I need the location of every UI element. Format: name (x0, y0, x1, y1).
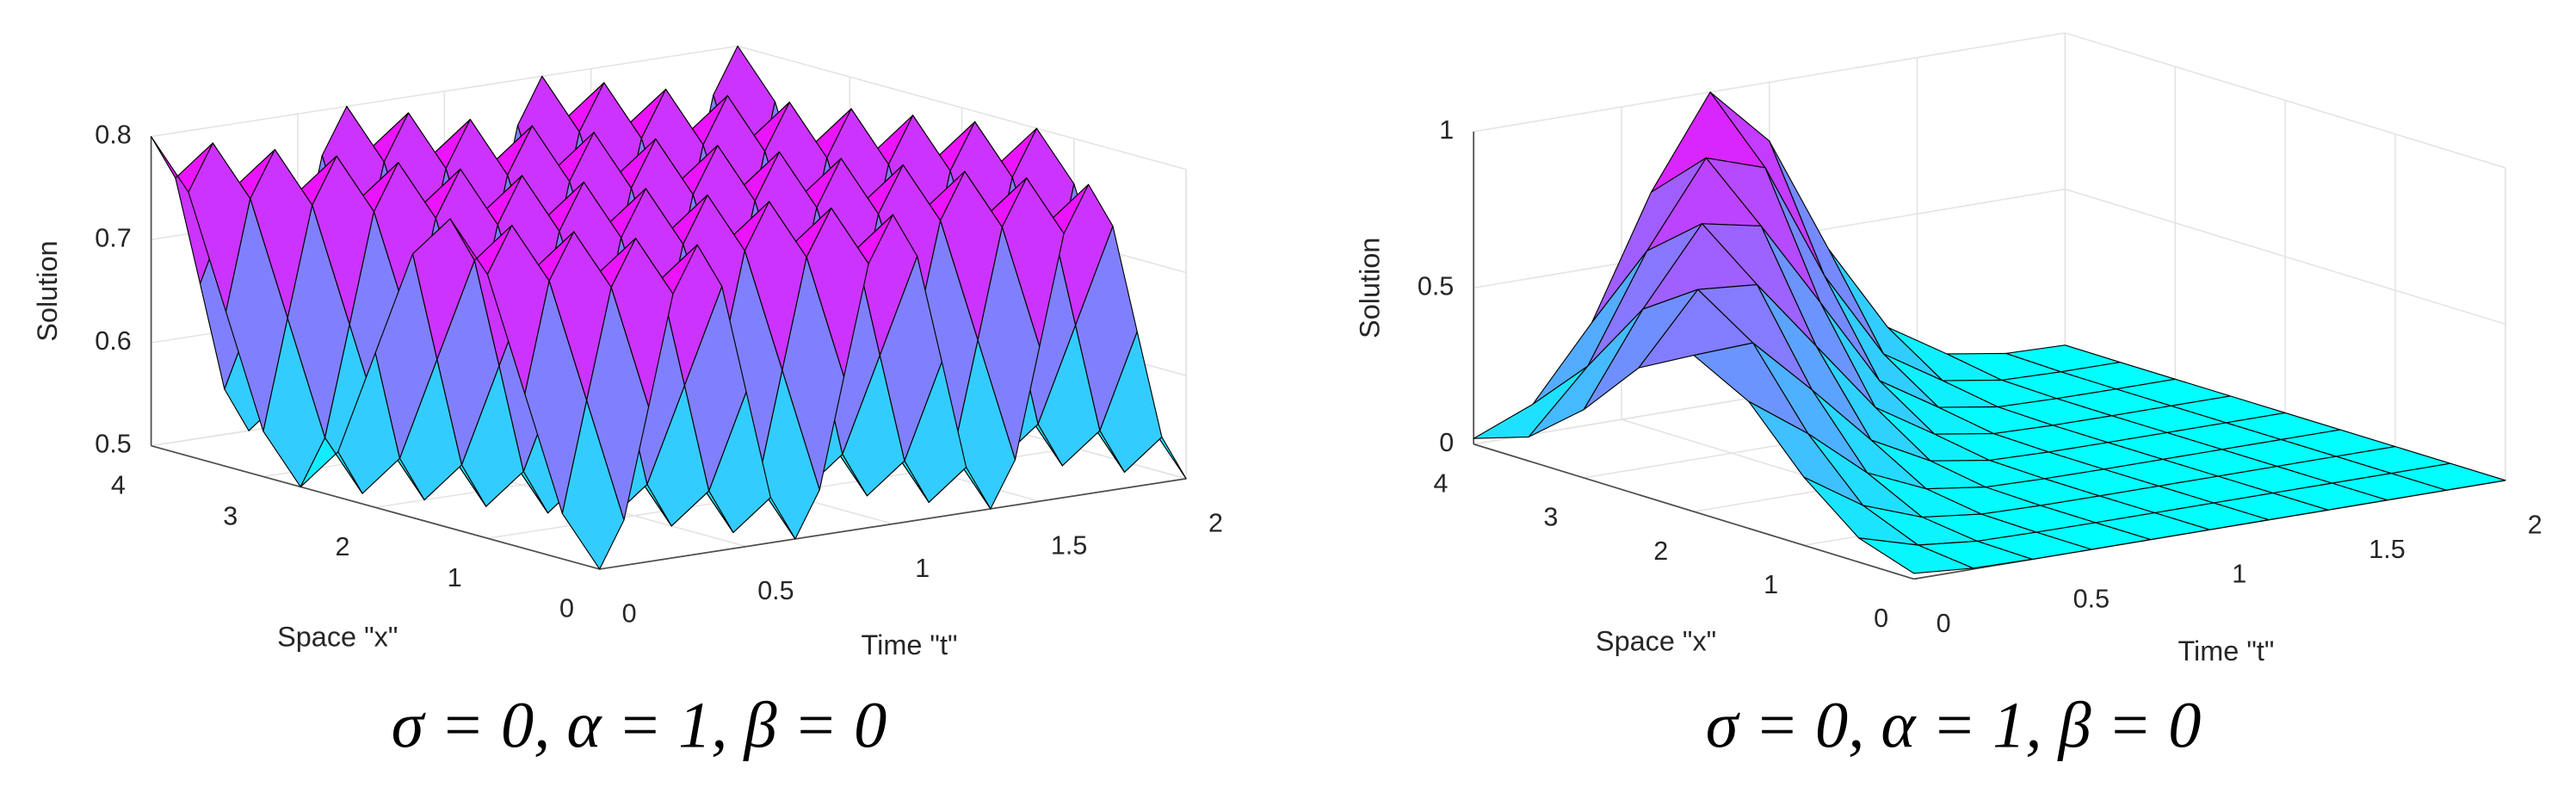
x-axis-label: Space "x" (1596, 625, 1716, 656)
x-tick-label: 2 (335, 532, 349, 561)
z-axis-label: Solution (32, 240, 63, 341)
z-axis-label: Solution (1354, 238, 1385, 338)
y-tick-label: 0.5 (2073, 584, 2110, 613)
y-axis-label: Time "t" (862, 629, 958, 660)
x-tick-label: 2 (1653, 536, 1668, 566)
z-tick-label: 0.8 (95, 121, 131, 150)
z-tick-label: 0.7 (95, 223, 131, 252)
surface (1473, 91, 2506, 574)
z-tick-label: 0.5 (95, 430, 131, 459)
z-tick-label: 1 (1439, 115, 1454, 145)
caption: σ = 0, α = 1, β = 0 (392, 689, 887, 762)
y-tick-label: 0 (622, 598, 637, 628)
caption: σ = 0, α = 1, β = 0 (1706, 689, 2202, 762)
axis-line (599, 478, 1187, 570)
y-tick-label: 2 (2528, 510, 2542, 539)
x-tick-label: 4 (111, 470, 126, 499)
x-tick-label: 1 (448, 563, 462, 592)
y-tick-label: 1.5 (2369, 535, 2405, 564)
y-tick-label: 1 (915, 554, 930, 583)
x-axis-label: Space "x" (277, 622, 398, 653)
x-tick-label: 0 (559, 594, 574, 623)
y-tick-label: 0.5 (757, 576, 794, 605)
z-tick-label: 0.6 (95, 326, 131, 356)
surface-patch (561, 400, 625, 570)
surface (151, 45, 1187, 570)
axis-line (151, 444, 600, 570)
x-tick-label: 3 (1543, 503, 1558, 532)
z-tick-label: 0.5 (1418, 271, 1454, 301)
x-tick-label: 4 (1434, 469, 1449, 499)
x-tick-label: 1 (1764, 570, 1778, 599)
y-tick-label: 1 (2232, 560, 2246, 589)
z-tick-label: 0 (1439, 428, 1454, 457)
x-tick-label: 3 (223, 501, 238, 530)
y-tick-label: 2 (1208, 508, 1223, 537)
x-tick-label: 0 (1874, 604, 1888, 633)
y-tick-label: 1.5 (1051, 531, 1087, 561)
y-axis-label: Time "t" (2178, 636, 2274, 666)
axis-line (1473, 443, 1915, 580)
surface-patch (1858, 537, 1974, 574)
y-tick-label: 0 (1937, 609, 1951, 638)
